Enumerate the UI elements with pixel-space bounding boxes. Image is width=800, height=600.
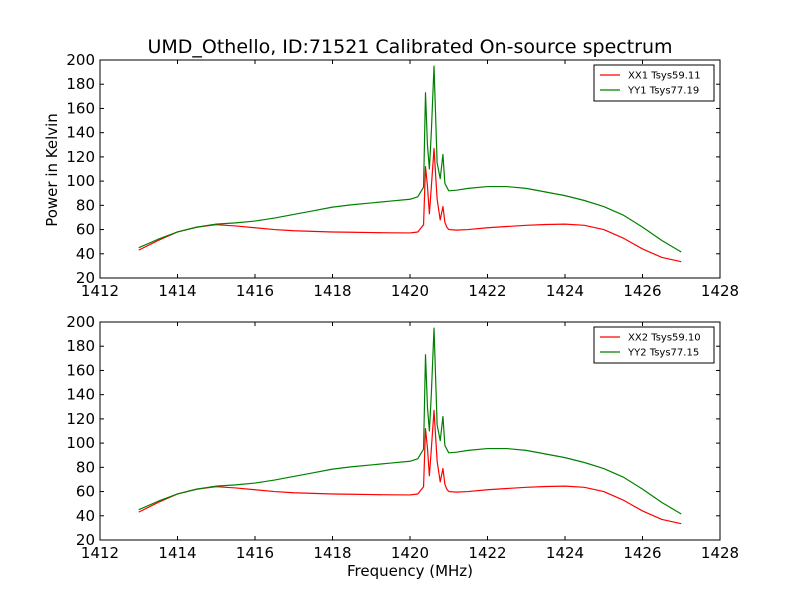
bottom-y-tick-label: 100 [66,434,95,452]
bottom-series-line-2 [138,327,682,515]
top-x-tick-label: 1414 [158,282,196,300]
top-legend: XX1 Tsys59.11 YY1 Tsys77.19 [593,64,715,102]
bottom-y-tick-label: 140 [66,386,95,404]
top-y-tick-label: 100 [66,172,95,190]
bottom-legend: XX2 Tsys59.10 YY2 Tsys77.15 [593,326,715,364]
bottom-y-tick-label: 160 [66,361,95,379]
top-x-tick-label: 1412 [81,282,119,300]
bottom-y-tick-label: 60 [76,483,95,501]
bottom-y-tick-label: 200 [66,313,95,331]
bottom-spectrum-panel: 1412 1414 1416 1418 1420 1422 1424 1426 1428 20 40… [66,313,739,562]
bottom-x-tick-label: 1428 [701,544,739,562]
top-x-tick-label: 1426 [623,282,661,300]
top-y-tick-label: 180 [66,75,95,93]
figure-title: UMD_Othello, ID:71521 Calibrated On-sour… [147,36,672,58]
bottom-y-tick-label: 80 [76,458,95,476]
bottom-y-tick-label: 20 [76,531,95,549]
top-x-tick-label: 1416 [236,282,274,300]
bottom-x-tick-label: 1418 [313,544,351,562]
bottom-series-line-1 [138,409,682,525]
top-y-tick-label: 120 [66,148,95,166]
bottom-x-tick-label: 1424 [546,544,584,562]
top-x-tick-label: 1422 [468,282,506,300]
bottom-y-tick-label: 120 [66,410,95,428]
top-spectrum-panel: 1412 1414 1416 1418 1420 1422 1424 1426 1428 20 40… [66,51,739,300]
top-series-line-2 [138,65,682,253]
top-y-tick-label: 40 [76,245,95,263]
bottom-x-tick-label: 1416 [236,544,274,562]
top-y-tick-label: 80 [76,196,95,214]
top-legend-label-2: YY1 Tsys77.19 [627,86,699,97]
top-y-tick-label: 140 [66,124,95,142]
top-x-tick-label: 1428 [701,282,739,300]
top-y-tick-label: 20 [76,269,95,287]
bottom-x-tick-label: 1414 [158,544,196,562]
top-y-tick-label: 60 [76,221,95,239]
x-axis-title: Frequency (MHz) [347,562,473,580]
bottom-x-tick-label: 1426 [623,544,661,562]
top-y-tick-label: 160 [66,99,95,117]
top-x-tick-label: 1420 [391,282,429,300]
bottom-y-tick-label: 180 [66,337,95,355]
top-y-tick-label: 200 [66,51,95,69]
bottom-legend-box [593,326,715,364]
top-x-tick-label: 1424 [546,282,584,300]
y-axis-title: Power in Kelvin [43,113,61,227]
bottom-legend-label-1: XX2 Tsys59.10 [628,333,701,344]
bottom-legend-label-2: YY2 Tsys77.15 [627,348,699,359]
bottom-x-tick-label: 1412 [81,544,119,562]
top-x-tick-label: 1418 [313,282,351,300]
top-legend-box [593,64,715,102]
bottom-x-tick-label: 1422 [468,544,506,562]
bottom-y-tick-label: 40 [76,507,95,525]
top-legend-label-1: XX1 Tsys59.11 [628,71,701,82]
bottom-x-tick-label: 1420 [391,544,429,562]
top-series-line-1 [138,147,682,263]
